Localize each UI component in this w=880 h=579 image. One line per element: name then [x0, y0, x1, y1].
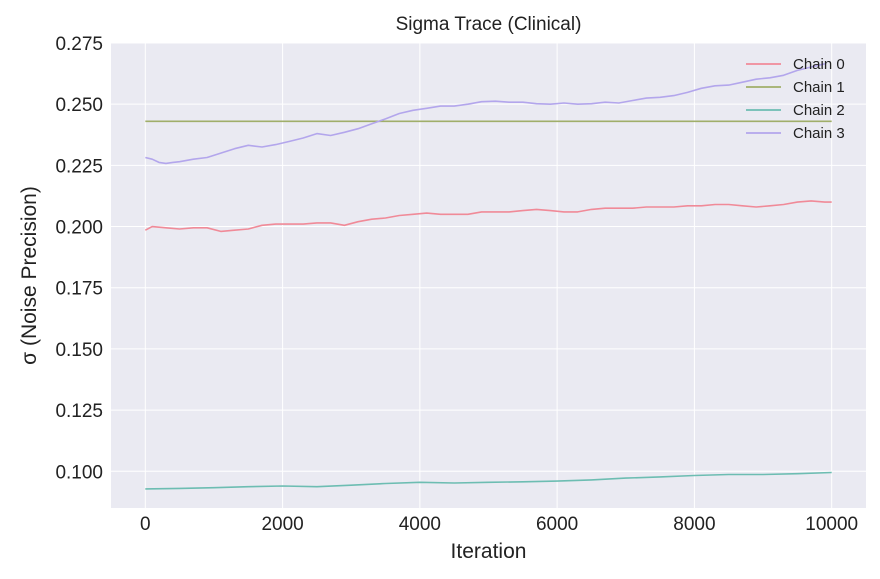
x-tick-label: 0 [140, 514, 151, 535]
x-tick-label: 8000 [673, 514, 715, 535]
x-tick-label: 10000 [805, 514, 858, 535]
y-tick-label: 0.125 [55, 401, 103, 422]
legend-label: Chain 2 [793, 102, 845, 119]
y-tick-label: 0.225 [55, 156, 103, 177]
y-axis-label: σ (Noise Precision) [18, 186, 41, 365]
y-tick-label: 0.100 [55, 462, 103, 483]
legend-item: Chain 0 [746, 56, 845, 73]
x-tick-label: 6000 [536, 514, 578, 535]
legend-label: Chain 1 [793, 79, 845, 96]
legend-item: Chain 3 [746, 125, 845, 142]
legend: Chain 0 Chain 1 Chain 2 Chain 3 [746, 56, 845, 142]
tick-labels: 0 2000 4000 6000 8000 10000 0.100 0.125 0.150 0.1… [55, 34, 858, 535]
series-lines [144, 63, 832, 490]
series-line-chain-2 [145, 471, 832, 490]
y-tick-label: 0.275 [55, 34, 103, 55]
y-tick-label: 0.200 [55, 218, 103, 239]
y-tick-label: 0.250 [55, 95, 103, 116]
legend-label: Chain 3 [793, 125, 845, 142]
series-line-chain-3 [145, 63, 825, 165]
x-tick-label: 2000 [261, 514, 303, 535]
x-tick-label: 4000 [399, 514, 441, 535]
series-line-chain-0 [144, 200, 832, 233]
y-tick-label: 0.150 [55, 340, 103, 361]
legend-item: Chain 2 [746, 102, 845, 119]
chart-title: Sigma Trace (Clinical) [396, 14, 582, 35]
legend-item: Chain 1 [746, 79, 845, 96]
y-tick-label: 0.175 [55, 279, 103, 300]
legend-label: Chain 0 [793, 56, 845, 73]
plot-area [111, 43, 866, 508]
x-axis-label: Iteration [451, 540, 527, 563]
